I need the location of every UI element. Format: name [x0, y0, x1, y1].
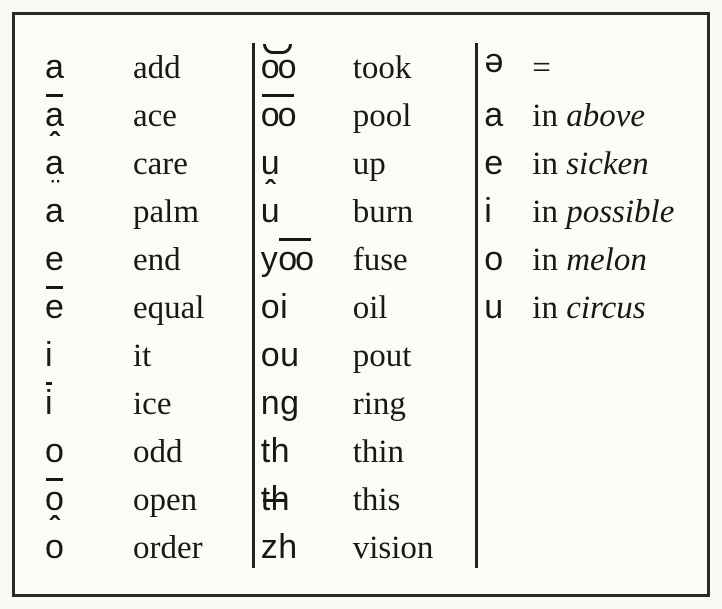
- example-word: this: [353, 476, 401, 524]
- example-word: thin: [353, 428, 404, 476]
- example-word: care: [133, 140, 188, 188]
- phonetic-symbol: yoo: [261, 235, 353, 283]
- list-item: zhvision: [261, 523, 474, 571]
- phonetic-symbol: aˆ: [45, 139, 133, 187]
- list-item: ain above: [484, 91, 689, 139]
- example-phrase: in sicken: [532, 140, 648, 188]
- example-word: palm: [133, 188, 199, 236]
- phonetic-symbol: zh: [261, 523, 353, 571]
- example-word: took: [353, 44, 412, 92]
- phonetic-symbol: i: [45, 331, 133, 379]
- page: aaddaaceaˆcarea¨palmeendeequaliitiiceood…: [0, 0, 722, 609]
- list-item: eend: [45, 235, 250, 283]
- example-phrase: in circus: [532, 284, 645, 332]
- phonetic-symbol: a: [484, 91, 532, 139]
- list-item: aadd: [45, 43, 250, 91]
- list-item: oioil: [261, 283, 474, 331]
- example-word: end: [133, 236, 181, 284]
- list-item: iit: [45, 331, 250, 379]
- example-word: up: [353, 140, 386, 188]
- phonetic-symbol: a: [45, 43, 133, 91]
- example-word: ace: [133, 92, 177, 140]
- list-item: eequal: [45, 283, 250, 331]
- example-word: oil: [353, 284, 388, 332]
- column-2: ootookoopooluupuˆburnyoofuseoioiloupoutn…: [261, 43, 474, 574]
- phonetic-symbol: oo: [261, 43, 353, 91]
- example-phrase: in melon: [532, 236, 647, 284]
- example-word: fuse: [353, 236, 408, 284]
- list-item: ththis: [261, 475, 474, 523]
- column-separator: [252, 43, 255, 568]
- list-item: iice: [45, 379, 250, 427]
- example-word: pool: [353, 92, 412, 140]
- list-item: oopen: [45, 475, 250, 523]
- phonetic-symbol: oi: [261, 283, 353, 331]
- list-item: oodd: [45, 427, 250, 475]
- list-item: iin possible: [484, 187, 689, 235]
- phonetic-symbol: e: [484, 43, 532, 91]
- phonetic-symbol: i: [484, 187, 532, 235]
- phonetic-symbol: o: [484, 235, 532, 283]
- example-phrase: in above: [532, 92, 645, 140]
- phonetic-symbol: e: [45, 235, 133, 283]
- list-item: oopool: [261, 91, 474, 139]
- list-item: ootook: [261, 43, 474, 91]
- list-item: uup: [261, 139, 474, 187]
- column-separator: [475, 43, 478, 568]
- phonetic-symbol: o: [45, 427, 133, 475]
- list-item: yoofuse: [261, 235, 474, 283]
- example-word: order: [133, 524, 203, 572]
- example-word: equal: [133, 284, 204, 332]
- example-word: vision: [353, 524, 434, 572]
- column-3-schwa: e=ain aboveein sickeniin possibleoin mel…: [484, 43, 689, 574]
- phonetic-symbol: ng: [261, 379, 353, 427]
- list-item: oupout: [261, 331, 474, 379]
- phonetic-symbol: oˆ: [45, 523, 133, 571]
- schwa-header: e=: [484, 43, 689, 91]
- list-item: uˆburn: [261, 187, 474, 235]
- list-item: oin melon: [484, 235, 689, 283]
- list-item: oˆorder: [45, 523, 250, 571]
- phonetic-symbol: th: [261, 427, 353, 475]
- example-word: pout: [353, 332, 412, 380]
- list-item: aace: [45, 91, 250, 139]
- list-item: aˆcare: [45, 139, 250, 187]
- phonetic-symbol: oo: [261, 91, 353, 139]
- phonetic-symbol: u: [484, 283, 532, 331]
- phonetic-symbol: ou: [261, 331, 353, 379]
- list-item: a¨palm: [45, 187, 250, 235]
- example-word: open: [133, 476, 197, 524]
- pronunciation-key-frame: aaddaaceaˆcarea¨palmeendeequaliitiiceood…: [12, 12, 710, 597]
- example-word: ring: [353, 380, 406, 428]
- example-phrase: in possible: [532, 188, 674, 236]
- list-item: ththin: [261, 427, 474, 475]
- phonetic-symbol: th: [261, 475, 353, 523]
- list-item: ein sicken: [484, 139, 689, 187]
- example-word: odd: [133, 428, 183, 476]
- example-word: burn: [353, 188, 414, 236]
- phonetic-symbol: uˆ: [261, 187, 353, 235]
- phonetic-symbol: a¨: [45, 187, 133, 235]
- example-word: add: [133, 44, 181, 92]
- example-word: it: [133, 332, 151, 380]
- column-1: aaddaaceaˆcarea¨palmeendeequaliitiiceood…: [45, 43, 250, 574]
- list-item: uin circus: [484, 283, 689, 331]
- example-word: ice: [133, 380, 171, 428]
- list-item: ngring: [261, 379, 474, 427]
- phonetic-symbol: e: [484, 139, 532, 187]
- phonetic-symbol: i: [45, 379, 133, 427]
- equals-sign: =: [532, 44, 551, 92]
- phonetic-symbol: e: [45, 283, 133, 331]
